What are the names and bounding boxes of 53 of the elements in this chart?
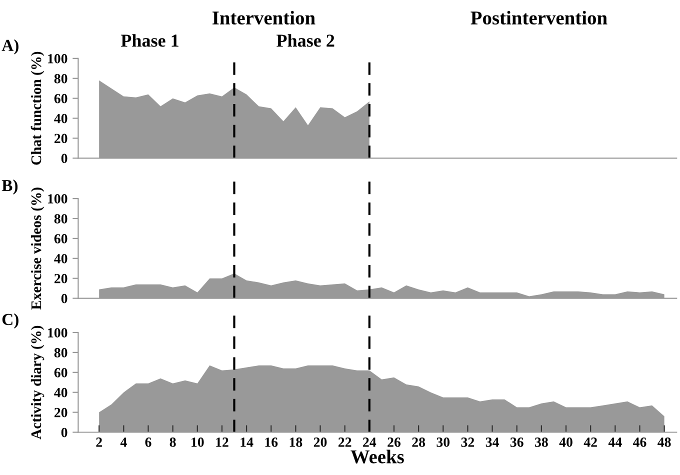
x-tick-label: 10 <box>192 438 204 447</box>
y-tick-label: 0 <box>61 154 68 164</box>
x-tick-label: 26 <box>388 438 401 447</box>
y-axis-title: Chat function (%) <box>30 52 44 165</box>
text: Phase 1 <box>120 34 178 47</box>
y-tick-label: 0 <box>61 428 68 438</box>
y-tick-label: 100 <box>48 194 68 204</box>
x-tick-label: 14 <box>240 438 254 447</box>
text: A) <box>2 39 18 54</box>
x-tick-label: 48 <box>658 438 671 447</box>
x-tick-label: 12 <box>216 438 228 447</box>
text: Postintervention <box>470 10 608 25</box>
x-tick-label: 18 <box>290 438 302 447</box>
text: Phase 2 <box>276 34 334 47</box>
x-tick-label: 6 <box>145 438 152 447</box>
y-tick-label: 40 <box>54 114 68 124</box>
x-axis-title: Weeks <box>350 450 404 464</box>
y-tick-label: 20 <box>54 274 68 284</box>
y-axis-title: Exercise videos (%) <box>30 188 44 310</box>
y-tick-label: 0 <box>61 294 68 304</box>
text: Intervention <box>212 10 316 25</box>
x-tick-label: 2 <box>96 438 102 447</box>
x-tick-label: 16 <box>265 438 278 447</box>
y-tick-label: 80 <box>54 74 68 84</box>
x-tick-label: 4 <box>120 438 127 447</box>
y-tick-label: 60 <box>54 94 68 104</box>
y-tick-label: 40 <box>54 388 68 398</box>
x-tick-label: 46 <box>632 438 646 447</box>
x-tick-label: 34 <box>486 438 499 447</box>
y-tick-label: 40 <box>54 254 68 264</box>
y-tick-label: 20 <box>54 134 68 144</box>
text: B) <box>2 179 18 195</box>
y-axis-title: Activity diary (%) <box>30 326 44 440</box>
x-tick-label: 44 <box>608 438 622 447</box>
x-tick-label: 38 <box>535 438 548 447</box>
x-tick-label: 24 <box>363 438 376 447</box>
y-tick-label: 100 <box>48 54 68 64</box>
x-tick-label: 42 <box>584 438 597 447</box>
x-tick-label: 40 <box>559 438 572 447</box>
y-tick-label: 80 <box>54 214 68 224</box>
text: C) <box>2 313 18 329</box>
y-tick-label: 20 <box>54 408 68 418</box>
x-tick-label: 36 <box>510 438 524 447</box>
x-tick-label: 8 <box>170 438 176 447</box>
x-tick-label: 22 <box>338 438 352 447</box>
x-tick-label: 20 <box>314 438 327 447</box>
y-tick-label: 60 <box>54 234 68 244</box>
y-tick-label: 100 <box>48 328 68 338</box>
y-tick-label: 60 <box>54 368 68 378</box>
y-tick-label: 80 <box>54 348 68 358</box>
x-tick-label: 30 <box>436 438 450 447</box>
x-tick-label: 28 <box>412 438 426 447</box>
x-tick-label: 32 <box>461 438 474 447</box>
